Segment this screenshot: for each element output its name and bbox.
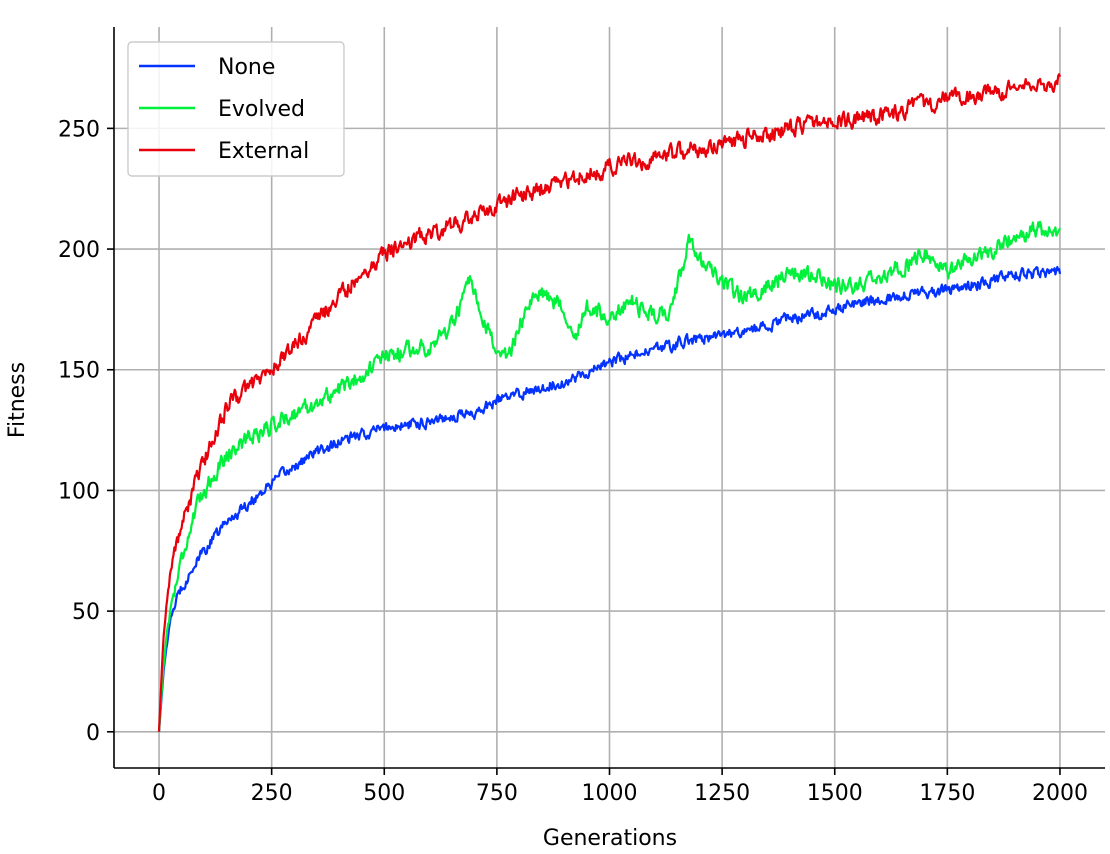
y-tick-label: 150	[58, 359, 100, 384]
series-line-none	[157, 265, 1062, 732]
y-axis-label: Fitness	[5, 362, 30, 438]
y-tick-label: 50	[72, 600, 100, 625]
legend-box	[127, 41, 345, 177]
x-tick-label: 1500	[807, 781, 863, 806]
legend-label-none: None	[218, 55, 275, 80]
series-line-evolved	[157, 220, 1062, 732]
x-tick-label: 1250	[694, 781, 750, 806]
legend-label-external: External	[218, 139, 309, 164]
x-tick-label: 1000	[582, 781, 638, 806]
y-tick-label: 100	[58, 479, 100, 504]
series-line-external	[157, 73, 1062, 732]
y-tick-label: 250	[58, 117, 100, 142]
legend: None Evolved External	[127, 41, 345, 177]
x-tick-label: 1750	[919, 781, 975, 806]
ticks: 0 250 500 750 1000 1250 1500 1750 2000 0 50 100 150 2…	[58, 117, 1088, 806]
x-tick-label: 500	[363, 781, 405, 806]
x-tick-label: 250	[251, 781, 293, 806]
x-axis-label: Generations	[543, 826, 677, 851]
y-tick-label: 200	[58, 238, 100, 263]
grid	[114, 27, 1105, 768]
y-tick-label: 0	[86, 721, 100, 746]
legend-label-evolved: Evolved	[218, 97, 305, 122]
x-tick-label: 750	[476, 781, 518, 806]
series-lines	[157, 73, 1062, 732]
x-tick-label: 0	[152, 781, 166, 806]
x-tick-label: 2000	[1032, 781, 1088, 806]
